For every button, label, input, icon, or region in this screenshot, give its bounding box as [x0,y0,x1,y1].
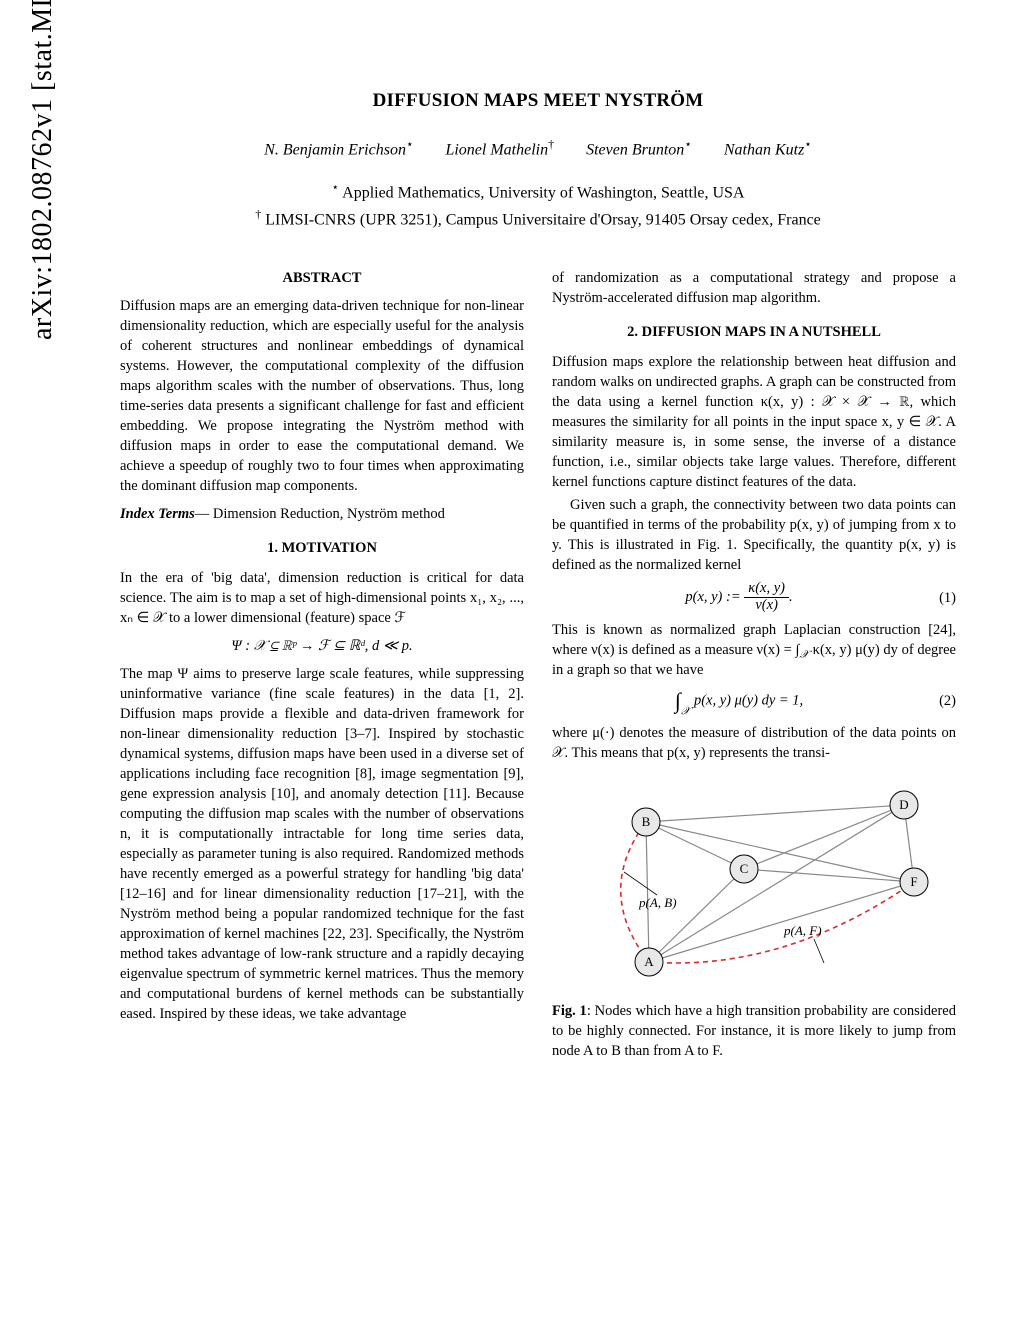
right-p4: where μ(·) denotes the measure of distri… [552,723,956,763]
eq1-denominator: ν(x) [744,598,789,614]
svg-text:p(A, F): p(A, F) [783,923,822,938]
right-p3: This is known as normalized graph Laplac… [552,620,956,680]
eq1-left: p(x, y) := [685,589,744,605]
right-p0: of randomization as a computational stra… [552,268,956,308]
figure-1-label: Fig. 1 [552,1003,587,1019]
eq2-number: (2) [926,691,956,711]
paper-title: DIFFUSION MAPS MEET NYSTRÖM [120,88,956,114]
left-column: ABSTRACT Diffusion maps are an emerging … [120,268,524,1060]
equation-map: Ψ : 𝒳 ⊆ ℝᵖ → ℱ ⊆ ℝᵈ, d ≪ p. [120,636,524,656]
eq2-sub: 𝒳 [681,706,690,718]
svg-text:p(A, B): p(A, B) [638,895,677,910]
arxiv-identifier: arXiv:1802.08762v1 [stat.ML] 23 Feb 2018 [24,0,63,340]
affil-1: Applied Mathematics, University of Washi… [339,184,744,201]
motivation-p2: The map Ψ aims to preserve large scale f… [120,664,524,1024]
affil-2: LIMSI-CNRS (UPR 3251), Campus Universita… [261,211,821,228]
eq1-number: (1) [926,588,956,608]
affil-1-sup: ⋆ [332,180,340,194]
author-3: Steven Brunton [586,142,684,159]
svg-text:B: B [642,814,651,829]
index-terms-dash: — [195,506,213,522]
authors-line: N. Benjamin Erichson⋆ Lionel Mathelin† S… [120,136,956,161]
svg-text:A: A [644,954,654,969]
abstract-heading: ABSTRACT [120,268,524,288]
svg-text:F: F [910,874,917,889]
index-terms-label: Index Terms [120,506,195,522]
graph-svg: A B C D F p(A, B) p(A, F) [552,777,956,987]
eq2-body: p(x, y) μ(y) dy = 1, [694,693,803,709]
svg-text:D: D [899,797,908,812]
index-terms: Index Terms— Dimension Reduction, Nyströ… [120,504,524,524]
right-p3-sub: 𝒳 [800,649,809,661]
author-1: N. Benjamin Erichson [264,142,406,159]
right-p1: Diffusion maps explore the relationship … [552,352,956,492]
eq1-right: . [789,589,793,605]
motivation-p1: In the era of 'big data', dimension redu… [120,568,524,628]
eq1-numerator: κ(x, y) [744,581,789,598]
section-1-heading: 1. MOTIVATION [120,538,524,558]
author-2-sup: † [548,137,554,151]
abstract-text: Diffusion maps are an emerging data-driv… [120,296,524,496]
figure-1-caption-text: : Nodes which have a high transition pro… [552,1003,956,1059]
right-p2: Given such a graph, the connectivity bet… [552,495,956,575]
svg-text:C: C [740,861,749,876]
figure-1-caption: Fig. 1: Nodes which have a high transiti… [552,1001,956,1061]
author-4-sup: ⋆ [804,137,812,151]
author-2: Lionel Mathelin [445,142,548,159]
two-column-layout: ABSTRACT Diffusion maps are an emerging … [120,268,956,1060]
index-terms-text: Dimension Reduction, Nyström method [213,506,445,522]
figure-1: A B C D F p(A, B) p(A, F) Fig. 1: Nodes which… [552,777,956,1061]
affiliations: ⋆ Applied Mathematics, University of Was… [120,178,956,233]
author-4: Nathan Kutz [724,142,804,159]
equation-2: ∫𝒳 p(x, y) μ(y) dy = 1, (2) [552,686,956,716]
equation-1: p(x, y) := κ(x, y) ν(x) . (1) [552,581,956,614]
author-3-sup: ⋆ [684,137,692,151]
right-column: of randomization as a computational stra… [552,268,956,1060]
section-2-heading: 2. DIFFUSION MAPS IN A NUTSHELL [552,322,956,342]
author-1-sup: ⋆ [406,137,414,151]
